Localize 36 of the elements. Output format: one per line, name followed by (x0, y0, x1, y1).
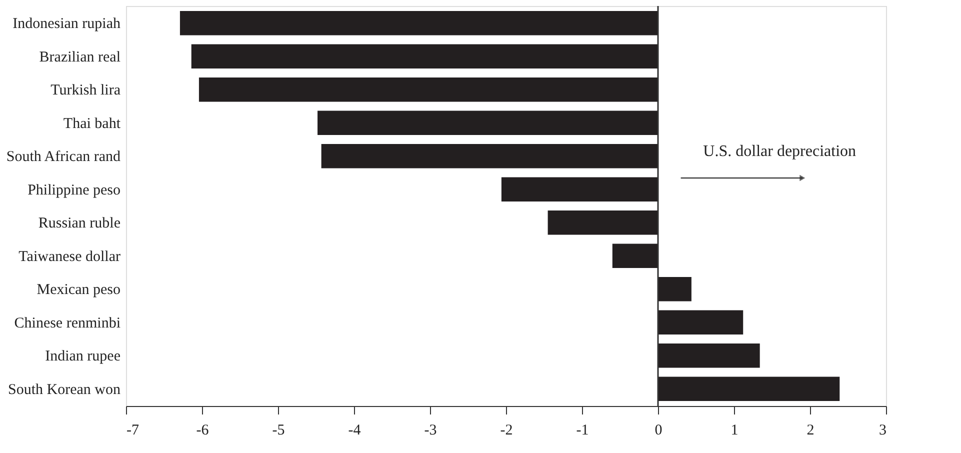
bar (321, 144, 658, 168)
y-tick-label: Thai baht (63, 116, 122, 132)
y-tick-label: Chinese renminbi (14, 315, 120, 332)
y-tick-label: Indian rupee (45, 348, 121, 365)
bar (198, 77, 658, 102)
bar (318, 110, 658, 136)
y-tick-label: Taiwanese dollar (18, 248, 120, 265)
x-tick-label: -6 (196, 422, 210, 438)
x-tick-label: -5 (272, 422, 285, 438)
y-tick-label: Turkish lira (50, 82, 121, 99)
bar (180, 10, 658, 36)
bar (191, 44, 658, 69)
bar (548, 210, 658, 235)
x-tick-label: -7 (126, 422, 140, 438)
bar (501, 177, 658, 202)
bar (658, 376, 840, 402)
bar (658, 310, 744, 335)
y-tick-label: Mexican peso (36, 282, 120, 298)
y-tick-label: Philippine peso (28, 182, 120, 198)
x-tick-label: -3 (424, 422, 437, 438)
x-tick-label: 0 (654, 422, 662, 438)
y-tick-label: Russian ruble (38, 216, 121, 232)
x-tick-label: 2 (806, 422, 814, 438)
y-tick-label: Brazilian real (39, 49, 120, 66)
y-tick-label: South Korean won (8, 382, 121, 398)
bar (658, 343, 760, 368)
x-tick-label: 3 (879, 422, 886, 438)
x-tick-label: -2 (500, 422, 513, 438)
x-tick-label: -4 (348, 422, 362, 438)
y-tick-label: Indonesian rupiah (12, 16, 121, 32)
x-tick-label: -1 (576, 422, 589, 438)
y-tick-label: South African rand (6, 149, 121, 166)
annotation: U.S. dollar depreciation (703, 143, 856, 160)
x-tick-label: 1 (730, 422, 738, 438)
bar (658, 276, 692, 302)
bar (612, 244, 658, 268)
